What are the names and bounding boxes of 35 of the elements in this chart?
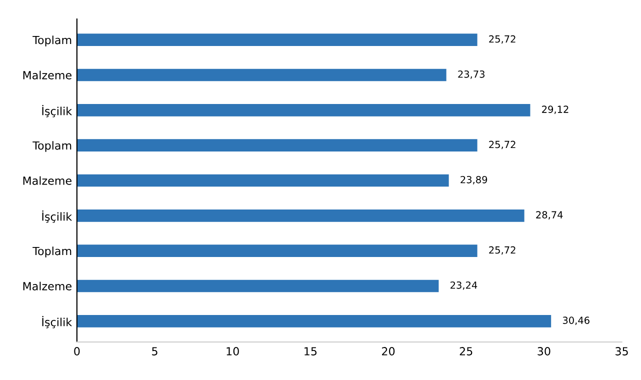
data-label: 29,12 bbox=[542, 106, 568, 114]
x-tick-label: 15 bbox=[304, 347, 317, 356]
y-tick-label: Malzeme bbox=[23, 282, 72, 290]
x-tick-label: 5 bbox=[152, 347, 158, 356]
x-tick-label: 30 bbox=[538, 347, 550, 356]
bar bbox=[76, 104, 530, 116]
y-tick-label: İşçilik bbox=[42, 105, 72, 118]
bar bbox=[76, 139, 478, 152]
y-tick-label: Toplam bbox=[32, 36, 72, 46]
bar bbox=[76, 244, 478, 257]
bar bbox=[76, 315, 552, 328]
data-label: 30,46 bbox=[562, 316, 590, 325]
y-tick-label: Malzeme bbox=[23, 70, 72, 80]
bar bbox=[76, 280, 439, 292]
y-tick-label: Malzeme bbox=[23, 176, 72, 185]
data-label: 25,72 bbox=[489, 140, 516, 150]
data-label: 25,72 bbox=[489, 246, 516, 255]
bar bbox=[76, 210, 524, 222]
data-label: 25,72 bbox=[489, 35, 516, 44]
x-tick-label: 0 bbox=[74, 347, 80, 356]
x-tick-label: 25 bbox=[460, 347, 472, 356]
data-label: 23,24 bbox=[450, 281, 478, 290]
y-tick-label: Toplam bbox=[32, 141, 72, 152]
bar bbox=[76, 34, 478, 46]
y-tick-label: İşçilik bbox=[42, 210, 72, 223]
y-tick-label: İşçilik bbox=[42, 316, 72, 328]
data-label: 23,73 bbox=[458, 70, 484, 79]
data-label: 23,89 bbox=[460, 176, 488, 184]
x-tick-label: 35 bbox=[616, 347, 628, 356]
bar bbox=[76, 68, 446, 82]
y-tick-label: Toplam bbox=[32, 246, 72, 258]
bar bbox=[76, 174, 449, 187]
x-tick-label: 10 bbox=[226, 347, 239, 356]
data-label: 28,74 bbox=[536, 211, 563, 220]
x-tick-label: 20 bbox=[382, 347, 395, 356]
